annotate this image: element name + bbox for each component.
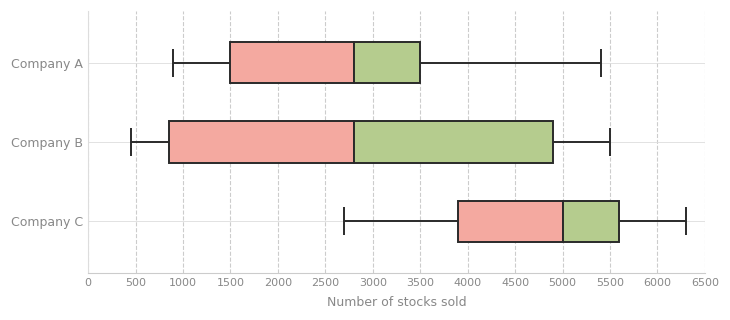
Bar <box>563 201 620 242</box>
X-axis label: Number of stocks sold: Number of stocks sold <box>327 296 466 309</box>
Bar <box>231 42 354 83</box>
Bar <box>458 201 563 242</box>
Bar <box>354 121 553 163</box>
Bar <box>169 121 354 163</box>
Bar <box>354 42 420 83</box>
